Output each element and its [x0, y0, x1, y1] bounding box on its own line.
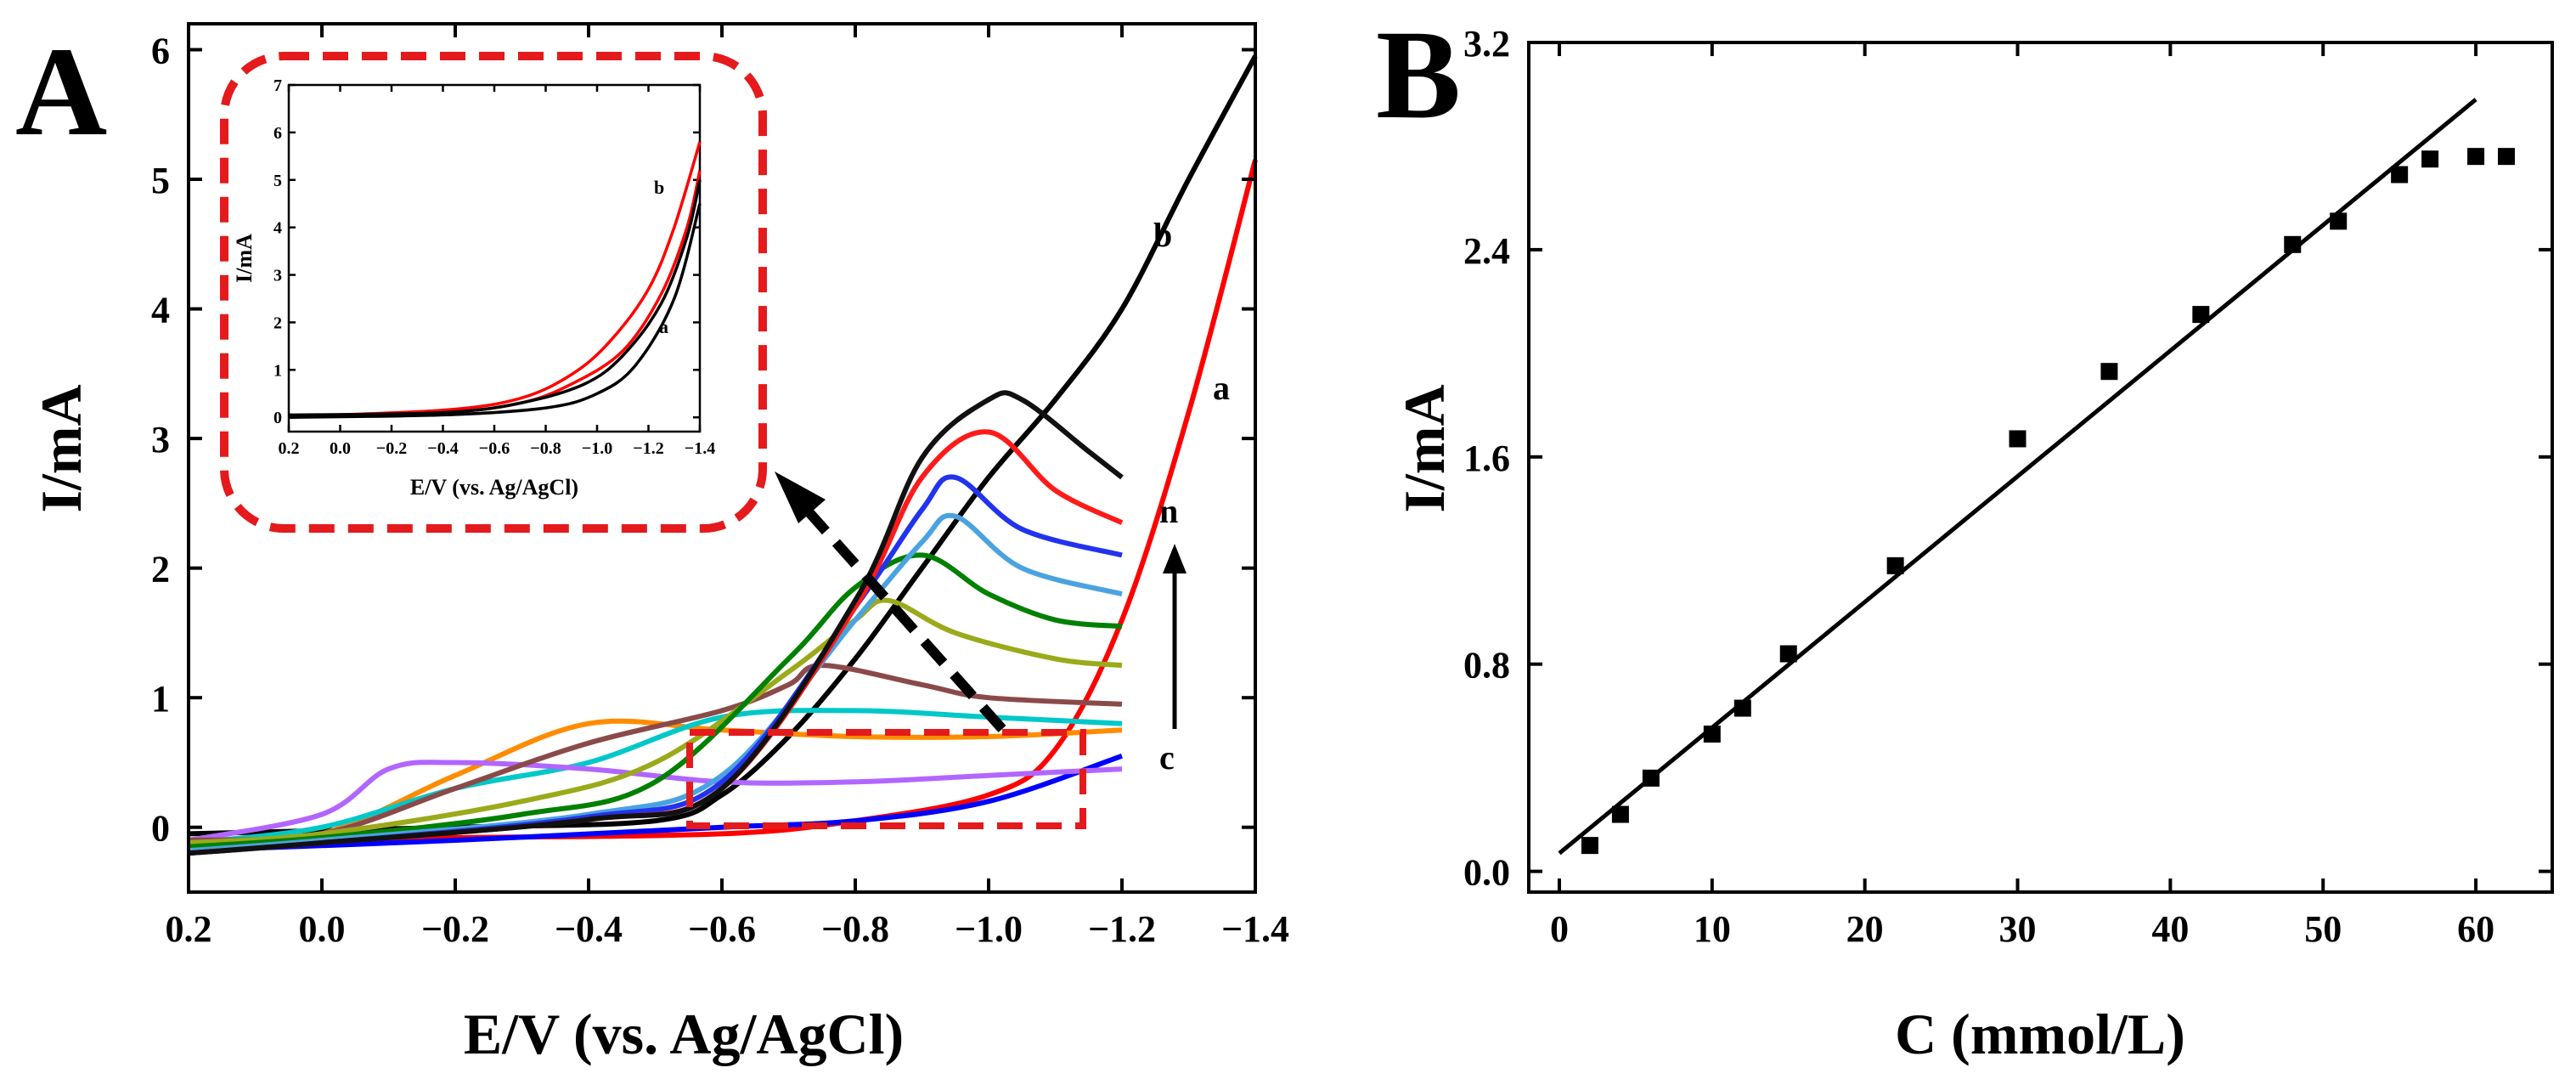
- inset-ytick-label: 7: [273, 76, 282, 95]
- cv-curve-c6: [188, 597, 1123, 845]
- increase-arrow-head: [1163, 544, 1187, 573]
- panel-b-chart: 0 10 20 30 40 50 600.00.81.62.43.2 C (mmol/L) …: [1392, 23, 2554, 1066]
- dashed-arrow-line: [803, 506, 1006, 732]
- panel-a-xtick-label: −1.0: [955, 908, 1023, 950]
- panel-a-curves: [188, 54, 1258, 856]
- panel-b-xtick-label: 60: [2457, 908, 2494, 950]
- data-point: [1611, 805, 1629, 823]
- dashed-arrow-head: [775, 472, 826, 523]
- panel-b-ytick-label: 1.6: [1463, 438, 1510, 479]
- inset-xtick-label: −0.8: [530, 439, 561, 458]
- panel-a-xtick-label: −0.8: [821, 908, 889, 950]
- data-point: [1581, 837, 1598, 855]
- cv-curve-c3: [188, 708, 1123, 845]
- inset-xtick-label: 0.0: [330, 439, 351, 458]
- panel-a-ytick-label: 2: [151, 549, 170, 590]
- inset-label-b: b: [654, 177, 664, 198]
- panel-b-frame: [1527, 41, 2554, 894]
- cv-curve-c11: [188, 390, 1124, 856]
- panel-a-ytick-label: 1: [151, 678, 170, 720]
- panel-a-xtick-label: −0.6: [688, 908, 756, 950]
- panel-b-xtick-label: 10: [1694, 908, 1731, 950]
- cv-curve-c7: [188, 552, 1123, 850]
- data-point: [1886, 556, 1904, 574]
- panel-b-ytick-label: 3.2: [1463, 23, 1510, 65]
- inset-ytick-label: 4: [273, 219, 282, 238]
- panel-b-ylabel: I/mA: [1392, 384, 1457, 512]
- panel-b-xtick-label: 50: [2304, 908, 2342, 950]
- panel-b-xlabel: C (mmol/L): [1895, 1002, 2185, 1066]
- panel-label-a: A: [15, 21, 107, 162]
- cv-curve-c4: [188, 760, 1123, 843]
- inset-curve-a: [288, 179, 702, 417]
- panel-a-ytick-label: 5: [151, 160, 170, 201]
- cv-curve-c5: [188, 663, 1123, 843]
- data-point: [1779, 645, 1797, 663]
- inset-curve-a2: [288, 203, 702, 419]
- inset-xtick-label: −0.4: [427, 439, 458, 458]
- panel-b-xtick-label: 40: [2151, 908, 2189, 950]
- inset-xtick-label: −1.4: [685, 439, 715, 458]
- panel-b-ytick-label: 0.0: [1463, 852, 1510, 894]
- inset-frame: [220, 52, 767, 533]
- panel-a-chart: 0.2 0.0 −0.2 −0.4 −0.6 −0.8 −1.0 −1.2 −1.4 0 1 2 3 4 5…: [29, 22, 1289, 1066]
- panel-a-ytick-label: 4: [151, 290, 170, 331]
- curve-label-n: n: [1159, 492, 1178, 530]
- inset-ytick-label: 0: [273, 409, 282, 427]
- inset-xtick-label: −1.0: [582, 439, 612, 458]
- inset-xtick-label: 0.2: [279, 439, 300, 458]
- inset-ytick-label: 1: [273, 361, 282, 380]
- inset-curve-b: [288, 141, 702, 418]
- panel-a-xtick-label: 0.0: [299, 908, 346, 950]
- inset-label-a: a: [659, 316, 668, 337]
- panel-b-marks: [1558, 98, 2516, 856]
- panel-a-xtick-label: −1.2: [1088, 908, 1156, 950]
- inset-ytick-label: 3: [273, 267, 282, 285]
- panel-a-axes: 0.2 0.0 −0.2 −0.4 −0.6 −0.8 −1.0 −1.2 −1.4 0 1 2 3 4 5…: [151, 22, 1289, 950]
- panel-b-xtick-label: 0: [1550, 908, 1569, 950]
- panel-a-ytick-label: 0: [151, 808, 170, 850]
- data-point: [2421, 150, 2439, 168]
- data-point: [1642, 769, 1660, 787]
- inset-xtick-label: −0.2: [376, 439, 407, 458]
- data-point: [2467, 148, 2485, 166]
- panel-b-ytick-label: 2.4: [1463, 230, 1510, 272]
- panel-b-axes: 0 10 20 30 40 50 60 0.0 0.8 1.6 2.4 3.2: [1463, 23, 2554, 950]
- panel-b-ytick-label: 0.8: [1463, 645, 1510, 686]
- panel-a-ytick-label: 3: [151, 419, 170, 460]
- data-point: [2192, 306, 2210, 324]
- panel-a-xtick-label: −1.4: [1221, 908, 1289, 950]
- inset-xlabel: E/V (vs. Ag/AgCl): [410, 475, 578, 500]
- panel-a-ylabel: I/mA: [29, 384, 93, 512]
- fit-line: [1558, 98, 2477, 856]
- data-point: [2100, 363, 2118, 381]
- inset-xtick-label: −1.2: [633, 439, 663, 458]
- data-point: [2391, 166, 2409, 184]
- inset-chart: 0.2 0.0 −0.2 −0.4 −0.6 −0.8 −1.0 −1.2 −1.4 0 1 2 3 4 5…: [232, 76, 715, 500]
- inset-ytick-label: 6: [273, 124, 282, 143]
- inset-ytick-label: 2: [273, 314, 282, 332]
- highlight-box: [686, 729, 1086, 829]
- data-point: [1733, 699, 1751, 717]
- curve-label-b: b: [1153, 216, 1172, 254]
- data-point: [2498, 148, 2516, 166]
- panel-label-b: B: [1376, 4, 1461, 145]
- data-point: [1703, 726, 1721, 743]
- panel-a-ytick-label: 6: [151, 31, 170, 72]
- panel-a-xlabel: E/V (vs. Ag/AgCl): [464, 1002, 904, 1066]
- curve-label-a: a: [1213, 369, 1230, 407]
- data-point: [2284, 235, 2302, 253]
- panel-b-xtick-label: 20: [1846, 908, 1884, 950]
- data-point: [2009, 430, 2026, 448]
- inset-xtick-label: −0.6: [479, 439, 510, 458]
- panel-b-xtick-label: 30: [1999, 908, 2037, 950]
- panel-a-xtick-label: 0.2: [166, 908, 212, 950]
- curve-label-c: c: [1159, 738, 1175, 777]
- data-point: [2330, 212, 2348, 230]
- panel-a-xtick-label: −0.4: [555, 908, 623, 950]
- inset-ylabel: I/mA: [232, 234, 256, 283]
- panel-a-xtick-label: −0.2: [421, 908, 489, 950]
- inset-ytick-label: 5: [273, 172, 282, 190]
